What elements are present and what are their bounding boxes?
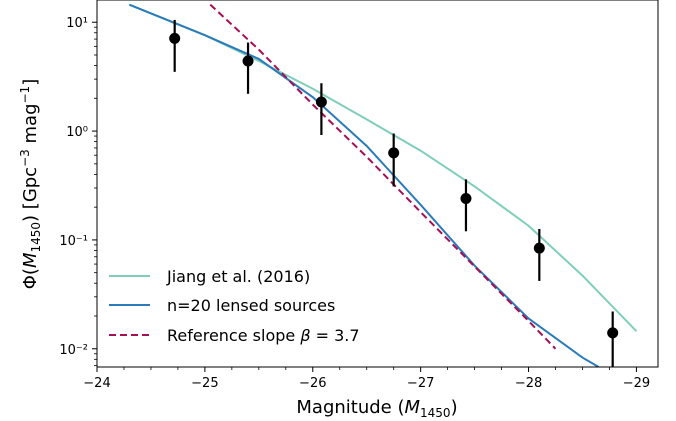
x-tick-label: −26	[299, 376, 326, 391]
y-axis-label: Φ(M1450) [Gpc−3 mag−1]	[18, 79, 43, 289]
legend: Jiang et al. (2016) n=20 lensed sources …	[109, 267, 360, 345]
x-axis-label: Magnitude (M1450)	[296, 397, 457, 420]
legend-label-lensed: n=20 lensed sources	[167, 296, 335, 315]
data-point	[388, 147, 400, 159]
legend-label-reference: Reference slope β = 3.7	[167, 326, 360, 345]
y-tick-label: 10¹	[66, 16, 88, 31]
data-point	[242, 55, 254, 67]
data-point	[533, 242, 545, 254]
legend-label-jiang: Jiang et al. (2016)	[166, 267, 310, 286]
axes-layer: −24 −25 −26 −27 −28 −29 10⁻² 10⁻¹ 10⁰ 10¹	[59, 0, 659, 391]
points-layer	[169, 19, 619, 367]
data-point	[607, 327, 619, 339]
x-tick-label: −29	[623, 376, 650, 391]
data-point	[315, 96, 327, 108]
x-tick-label: −25	[191, 376, 218, 391]
y-tick-label: 10⁻¹	[59, 234, 88, 249]
data-point	[169, 32, 181, 44]
y-tick-label: 10⁻²	[59, 343, 88, 358]
y-tick-label: 10⁰	[66, 125, 88, 140]
x-tick-label: −28	[515, 376, 542, 391]
plot-frame	[96, 0, 659, 368]
x-tick-label: −24	[83, 376, 110, 391]
x-tick-label: −27	[407, 376, 434, 391]
data-point	[460, 193, 472, 205]
